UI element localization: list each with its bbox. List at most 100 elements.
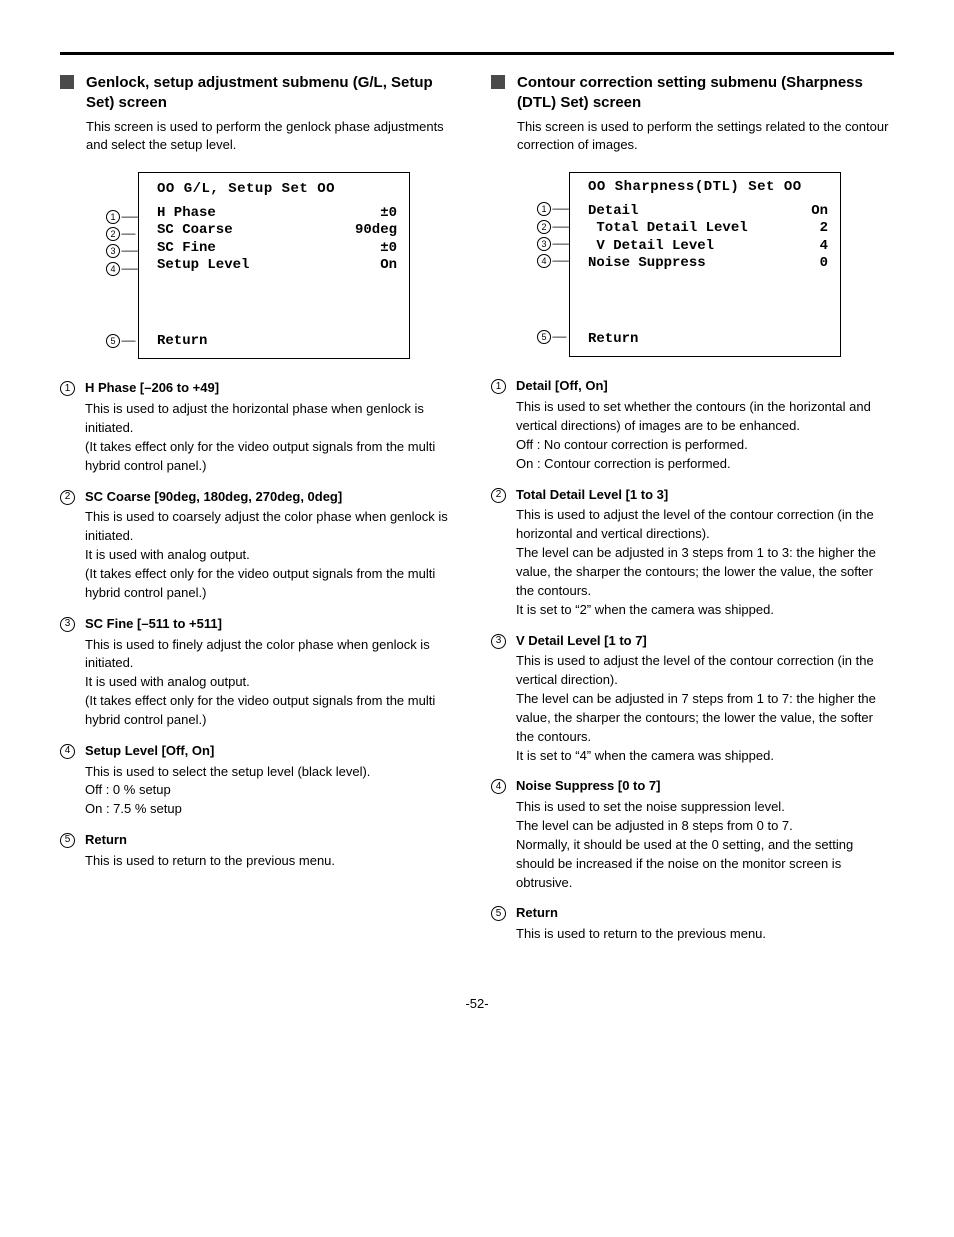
menu-value: 90deg [355, 222, 397, 240]
menu-label: V Detail Level [588, 238, 714, 256]
desc-item: 1 H Phase [–206 to +49] This is used to … [60, 379, 463, 475]
callout-4: 4------- [106, 262, 137, 276]
item-number: 2 [491, 488, 506, 503]
menu-spacer [157, 275, 397, 333]
item-desc: This is used to coarsely adjust the colo… [85, 508, 463, 602]
desc-item: 1 Detail [Off, On] This is used to set w… [491, 377, 894, 473]
item-body: H Phase [–206 to +49] This is used to ad… [85, 379, 463, 475]
callout-2: 2------- [537, 220, 568, 234]
menu-label: H Phase [157, 205, 216, 223]
callout-5: 5------ [106, 334, 135, 348]
item-title: Setup Level [Off, On] [85, 742, 463, 761]
menu-row: V Detail Level 4 [588, 238, 828, 256]
item-number: 2 [60, 490, 75, 505]
item-number: 1 [60, 381, 75, 396]
menu-row: Noise Suppress 0 [588, 255, 828, 273]
desc-item: 5 Return This is used to return to the p… [491, 904, 894, 944]
item-number: 5 [60, 833, 75, 848]
callout-5: 5------ [537, 330, 566, 344]
callout-3: 3------- [537, 237, 568, 251]
item-body: Setup Level [Off, On] This is used to se… [85, 742, 463, 819]
desc-item: 3 V Detail Level [1 to 7] This is used t… [491, 632, 894, 766]
item-body: Return This is used to return to the pre… [85, 831, 463, 871]
item-desc: This is used to select the setup level (… [85, 763, 463, 820]
right-subtext: This screen is used to perform the setti… [517, 118, 894, 154]
item-body: SC Fine [–511 to +511] This is used to f… [85, 615, 463, 730]
item-desc: This is used to adjust the level of the … [516, 652, 894, 765]
columns: Genlock, setup adjustment submenu (G/L, … [60, 73, 894, 956]
callout-3: 3------- [106, 244, 137, 258]
menu-row: Total Detail Level 2 [588, 220, 828, 238]
menu-return-row: Return [588, 331, 828, 349]
menu-return: Return [157, 333, 207, 351]
page: Genlock, setup adjustment submenu (G/L, … [0, 0, 954, 1051]
callout-2: 2------ [106, 227, 135, 241]
desc-item: 4 Setup Level [Off, On] This is used to … [60, 742, 463, 819]
item-title: Return [85, 831, 463, 850]
menu-value: ±0 [380, 240, 397, 258]
desc-item: 2 Total Detail Level [1 to 3] This is us… [491, 486, 894, 620]
item-title: Detail [Off, On] [516, 377, 894, 396]
item-title: SC Fine [–511 to +511] [85, 615, 463, 634]
right-column: Contour correction setting submenu (Shar… [491, 73, 894, 956]
menu-row: SC Coarse 90deg [157, 222, 397, 240]
desc-item: 3 SC Fine [–511 to +511] This is used to… [60, 615, 463, 730]
item-title: V Detail Level [1 to 7] [516, 632, 894, 651]
menu-return: Return [588, 331, 638, 349]
menu-row: SC Fine ±0 [157, 240, 397, 258]
top-rule [60, 52, 894, 55]
left-menu-wrap: 1------- 2------ 3------- 4------- 5----… [106, 172, 463, 359]
item-number: 3 [491, 634, 506, 649]
item-number: 4 [491, 779, 506, 794]
callout-1: 1------- [537, 202, 568, 216]
item-title: H Phase [–206 to +49] [85, 379, 463, 398]
menu-label: SC Coarse [157, 222, 233, 240]
menu-value: ±0 [380, 205, 397, 223]
item-desc: This is used to return to the previous m… [516, 925, 894, 944]
item-number: 5 [491, 906, 506, 921]
item-body: SC Coarse [90deg, 180deg, 270deg, 0deg] … [85, 488, 463, 603]
menu-value: 0 [820, 255, 828, 273]
menu-value: On [811, 203, 828, 221]
square-bullet-icon [60, 75, 74, 89]
item-title: SC Coarse [90deg, 180deg, 270deg, 0deg] [85, 488, 463, 507]
item-desc: This is used to adjust the level of the … [516, 506, 894, 619]
item-title: Noise Suppress [0 to 7] [516, 777, 894, 796]
menu-label: Detail [588, 203, 638, 221]
item-desc: This is used to return to the previous m… [85, 852, 463, 871]
callout-4: 4------- [537, 254, 568, 268]
square-bullet-icon [491, 75, 505, 89]
menu-label: Total Detail Level [588, 220, 748, 238]
item-number: 3 [60, 617, 75, 632]
item-body: V Detail Level [1 to 7] This is used to … [516, 632, 894, 766]
left-menu-title: OO G/L, Setup Set OO [157, 181, 397, 199]
menu-row: Detail On [588, 203, 828, 221]
menu-label: Setup Level [157, 257, 249, 275]
menu-label: SC Fine [157, 240, 216, 258]
left-subtext: This screen is used to perform the genlo… [86, 118, 463, 154]
menu-spacer [588, 273, 828, 331]
page-number: -52- [60, 996, 894, 1011]
callout-1: 1------- [106, 210, 137, 224]
left-menu-box: OO G/L, Setup Set OO H Phase ±0 SC Coars… [138, 172, 410, 359]
item-body: Total Detail Level [1 to 3] This is used… [516, 486, 894, 620]
right-menu-box: OO Sharpness(DTL) Set OO Detail On Total… [569, 172, 841, 357]
menu-value: 4 [820, 238, 828, 256]
left-column: Genlock, setup adjustment submenu (G/L, … [60, 73, 463, 956]
item-title: Return [516, 904, 894, 923]
menu-label: Noise Suppress [588, 255, 706, 273]
desc-item: 2 SC Coarse [90deg, 180deg, 270deg, 0deg… [60, 488, 463, 603]
desc-item: 4 Noise Suppress [0 to 7] This is used t… [491, 777, 894, 892]
left-heading-row: Genlock, setup adjustment submenu (G/L, … [60, 73, 463, 112]
item-body: Return This is used to return to the pre… [516, 904, 894, 944]
item-desc: This is used to set the noise suppressio… [516, 798, 894, 892]
item-body: Noise Suppress [0 to 7] This is used to … [516, 777, 894, 892]
item-desc: This is used to set whether the contours… [516, 398, 894, 473]
item-number: 1 [491, 379, 506, 394]
right-heading: Contour correction setting submenu (Shar… [517, 73, 894, 112]
desc-item: 5 Return This is used to return to the p… [60, 831, 463, 871]
item-body: Detail [Off, On] This is used to set whe… [516, 377, 894, 473]
item-desc: This is used to finely adjust the color … [85, 636, 463, 730]
right-menu-wrap: 1------- 2------- 3------- 4------- 5---… [537, 172, 894, 357]
right-callouts: 1------- 2------- 3------- 4------- 5---… [537, 172, 569, 357]
